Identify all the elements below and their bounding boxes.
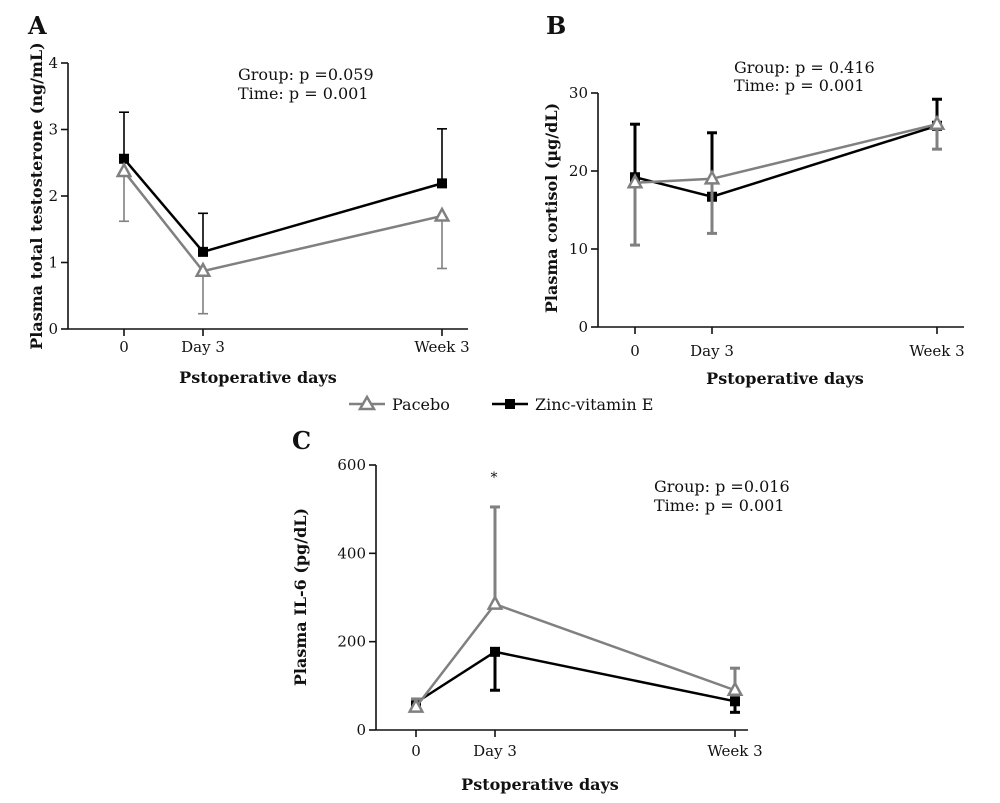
panel-letter-a: A xyxy=(27,11,47,40)
chart-c-line-zinc xyxy=(415,650,736,704)
chart-b-plot: 0 10 20 30 0 Day 3 Week 3 xyxy=(569,84,965,360)
chart-a-line-pacebo xyxy=(123,170,443,273)
chart-c-ytick-label: 600 xyxy=(337,456,366,474)
chart-b-point-pacebo xyxy=(626,173,644,189)
chart-a-point-pacebo xyxy=(194,261,212,277)
chart-c-plot: 0 200 400 600 0 Day 3 Week 3 * xyxy=(337,456,762,760)
chart-b-point-pacebo xyxy=(703,169,721,185)
chart-c-ylabel: Plasma IL-6 (pg/dL) xyxy=(291,508,310,686)
chart-c-ytick-label: 400 xyxy=(337,544,366,562)
chart-c-point-zinc xyxy=(490,646,500,657)
chart-c-xtick-label: 0 xyxy=(411,742,421,760)
chart-b-stat-time: Time: p = 0.001 xyxy=(734,76,865,95)
chart-c-stat-time: Time: p = 0.001 xyxy=(654,496,785,515)
panel-letter-c: C xyxy=(292,426,311,455)
chart-a-xtick-label: Day 3 xyxy=(181,338,225,356)
chart-b-ylabel: Plasma cortisol (µg/dL) xyxy=(542,103,561,313)
legend: Pacebo Zinc-vitamin E xyxy=(349,394,653,414)
chart-a-point-zinc xyxy=(198,246,208,257)
chart-b-ytick-label: 20 xyxy=(569,162,588,180)
legend-item-zinc: Zinc-vitamin E xyxy=(492,395,653,414)
chart-a-ytick-label: 3 xyxy=(48,121,58,139)
open-triangle-icon xyxy=(357,394,377,411)
chart-c-point-pacebo xyxy=(486,594,504,610)
chart-a-line-zinc xyxy=(123,157,443,254)
chart-a-stat-time: Time: p = 0.001 xyxy=(238,84,369,103)
panel-letter-b: B xyxy=(546,11,566,40)
chart-b-xlabel: Pstoperative days xyxy=(706,369,864,388)
chart-a-ytick-label: 2 xyxy=(48,187,58,205)
chart-c-xlabel: Pstoperative days xyxy=(461,775,619,794)
chart-c-point-pacebo xyxy=(726,680,744,697)
chart-b-xtick-label: Day 3 xyxy=(690,342,734,360)
filled-square-icon xyxy=(505,399,515,409)
chart-a-plot: 0 1 2 3 4 0 Day 3 Week 3 xyxy=(48,54,469,356)
chart-c-ytick-label: 200 xyxy=(337,633,366,651)
chart-b-xtick-label: 0 xyxy=(630,342,640,360)
chart-b-stat-group: Group: p = 0.416 xyxy=(734,58,875,77)
chart-a-ytick-label: 1 xyxy=(48,254,58,272)
chart-c-ytick-label: 0 xyxy=(356,721,366,739)
chart-a-point-zinc xyxy=(119,153,129,164)
panel-b: B 0 10 20 30 0 Day 3 Week 3 Plasma cortisol (µ… xyxy=(542,11,965,388)
chart-c-stat-group: Group: p =0.016 xyxy=(654,477,790,496)
chart-a-xlabel: Pstoperative days xyxy=(179,368,337,387)
chart-b-ytick-label: 0 xyxy=(578,318,588,336)
panel-a: A 0 1 2 3 4 0 Day 3 Week 3 Plasma total testost… xyxy=(27,11,470,387)
legend-item-pacebo: Pacebo xyxy=(349,394,450,414)
chart-a-point-pacebo xyxy=(115,161,133,178)
legend-label-zinc: Zinc-vitamin E xyxy=(535,395,653,414)
chart-c-point-pacebo xyxy=(407,697,425,713)
chart-c-point-zinc xyxy=(730,696,740,707)
chart-a-ylabel: Plasma total testosterone (ng/mL) xyxy=(27,42,46,350)
chart-b-ytick-label: 30 xyxy=(569,84,588,102)
chart-c-xtick-label: Week 3 xyxy=(707,742,762,760)
chart-a-ytick-label: 4 xyxy=(48,54,58,72)
chart-a-xtick-label: Week 3 xyxy=(414,338,469,356)
chart-a-ytick-label: 0 xyxy=(48,320,58,338)
chart-a-xtick-label: 0 xyxy=(119,338,129,356)
legend-label-pacebo: Pacebo xyxy=(392,395,450,414)
chart-b-xtick-label: Week 3 xyxy=(909,342,964,360)
chart-c-xtick-label: Day 3 xyxy=(473,742,517,760)
chart-c-significance-mark: * xyxy=(491,470,498,486)
chart-a-stat-group: Group: p =0.059 xyxy=(238,65,374,84)
chart-b-ytick-label: 10 xyxy=(569,240,588,258)
chart-a-point-pacebo xyxy=(433,206,451,222)
chart-b-point-pacebo xyxy=(928,114,946,130)
chart-a-point-zinc xyxy=(437,178,447,189)
panel-c: C 0 200 400 600 0 Day 3 Week 3 * Plasma IL-6 (p… xyxy=(291,426,790,794)
